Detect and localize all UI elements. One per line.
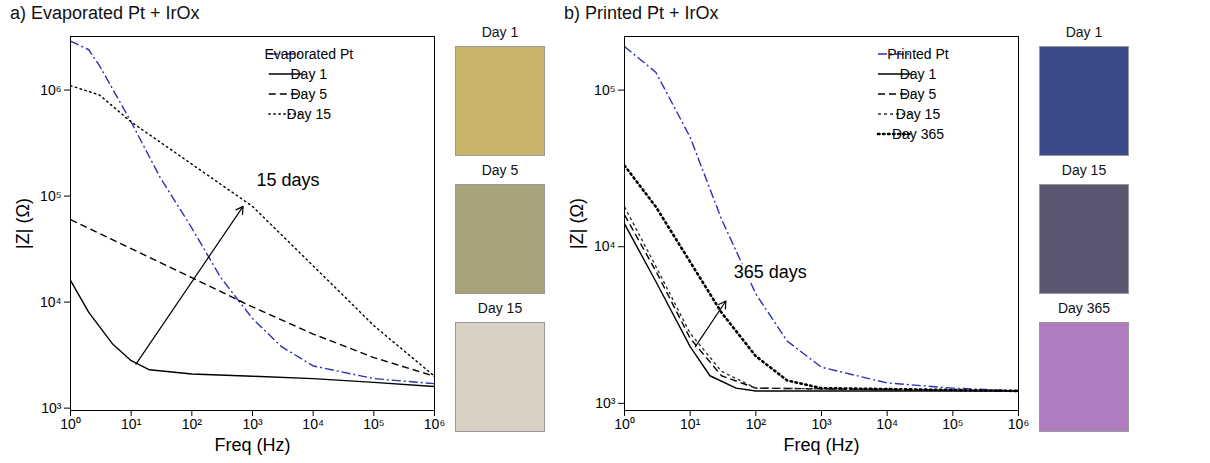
svg-text:10¹: 10¹ [121, 416, 142, 432]
svg-text:Day 1: Day 1 [900, 66, 937, 82]
svg-text:Evaporated Pt: Evaporated Pt [264, 46, 353, 62]
html-text:b) Printed Pt + IrOx: b) Printed Pt + IrOx [564, 3, 719, 23]
svg-text:Day 1: Day 1 [291, 66, 328, 82]
svg-text:10⁴: 10⁴ [40, 294, 62, 310]
svg-text:10⁶: 10⁶ [1008, 416, 1029, 432]
svg-text:10⁶: 10⁶ [424, 416, 445, 432]
svg-text:Day 5: Day 5 [291, 86, 328, 102]
html-text:a) Evaporated Pt + IrOx: a) Evaporated Pt + IrOx [10, 3, 200, 23]
svg-text:15 days: 15 days [257, 170, 320, 190]
svg-text:10³: 10³ [41, 400, 62, 416]
html-text:Day 5: Day 5 [481, 162, 519, 178]
svg-text:10⁵: 10⁵ [40, 188, 61, 204]
svg-text:365 days: 365 days [734, 262, 807, 282]
svg-text:Printed Pt: Printed Pt [887, 46, 949, 62]
svg-text:|Z| (Ω): |Z| (Ω) [13, 198, 33, 249]
html-text:Day 365: Day 365 [1057, 300, 1111, 316]
html-text:Day 15: Day 15 [1061, 162, 1107, 178]
svg-text:10¹: 10¹ [680, 416, 701, 432]
svg-text:Freq (Hz): Freq (Hz) [784, 435, 860, 455]
svg-text:10³: 10³ [811, 416, 832, 432]
svg-text:10⁵: 10⁵ [942, 416, 963, 432]
html-text:Day 15: Day 15 [477, 300, 523, 316]
svg-text:10⁴: 10⁴ [876, 416, 898, 432]
svg-text:Day 5: Day 5 [900, 86, 937, 102]
svg-text:10⁵: 10⁵ [363, 416, 384, 432]
svg-text:10⁴: 10⁴ [302, 416, 324, 432]
svg-text:|Z| (Ω): |Z| (Ω) [567, 198, 587, 249]
svg-text:Day 15: Day 15 [287, 106, 332, 122]
svg-text:Day 15: Day 15 [896, 106, 941, 122]
svg-text:Day 365: Day 365 [892, 126, 944, 142]
html-text:Day 1: Day 1 [1065, 24, 1103, 40]
svg-text:10⁶: 10⁶ [40, 82, 61, 98]
svg-text:10³: 10³ [595, 395, 616, 411]
svg-text:10⁴: 10⁴ [594, 238, 616, 254]
svg-text:10²: 10² [746, 416, 767, 432]
svg-text:10⁵: 10⁵ [594, 82, 615, 98]
html-text:Day 1: Day 1 [481, 24, 519, 40]
svg-text:10²: 10² [182, 416, 203, 432]
svg-text:10⁰: 10⁰ [60, 416, 81, 432]
svg-text:10⁰: 10⁰ [614, 416, 635, 432]
svg-text:Freq (Hz): Freq (Hz) [215, 435, 291, 455]
svg-text:10³: 10³ [242, 416, 263, 432]
